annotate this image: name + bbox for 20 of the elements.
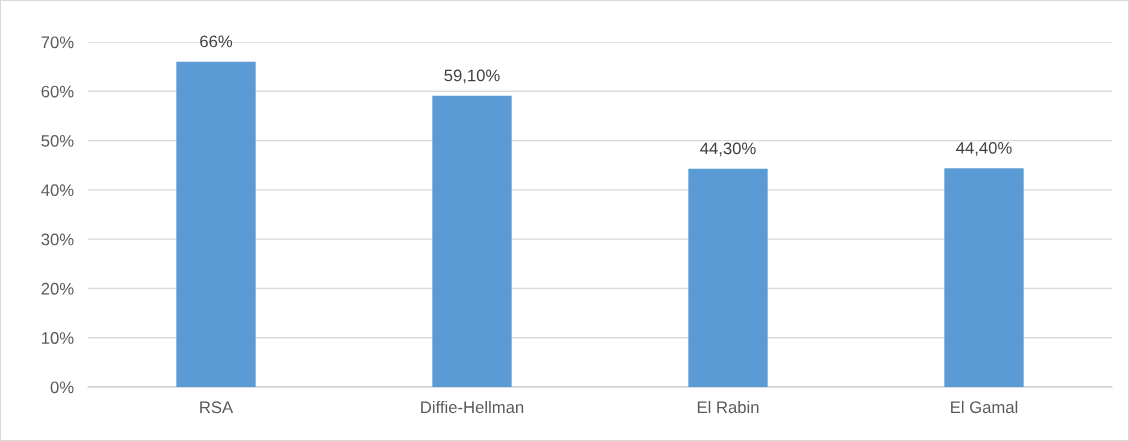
- y-tick-label: 40%: [41, 184, 74, 197]
- bar: [176, 61, 256, 387]
- y-tick-label: 30%: [41, 233, 74, 246]
- y-tick-label: 20%: [41, 282, 74, 295]
- x-tick-label: El Rabin: [697, 400, 759, 414]
- data-label: 66%: [200, 35, 233, 48]
- bar: [432, 95, 512, 387]
- data-label: 59,10%: [444, 69, 500, 84]
- x-tick-label: RSA: [200, 401, 234, 414]
- y-tick-label: 60%: [41, 85, 74, 98]
- x-tick-label: El Gamal: [951, 400, 1018, 414]
- data-label: 44,40%: [956, 141, 1012, 156]
- bar: [688, 168, 768, 387]
- y-tick-label: 0%: [50, 381, 74, 394]
- y-tick-label: 50%: [41, 134, 74, 147]
- y-tick-label: 70%: [41, 36, 74, 49]
- data-label: 44,30%: [700, 142, 756, 157]
- bar: [944, 168, 1024, 387]
- y-tick-label: 10%: [42, 332, 74, 344]
- x-tick-label: Diffie-Hellman: [421, 400, 524, 414]
